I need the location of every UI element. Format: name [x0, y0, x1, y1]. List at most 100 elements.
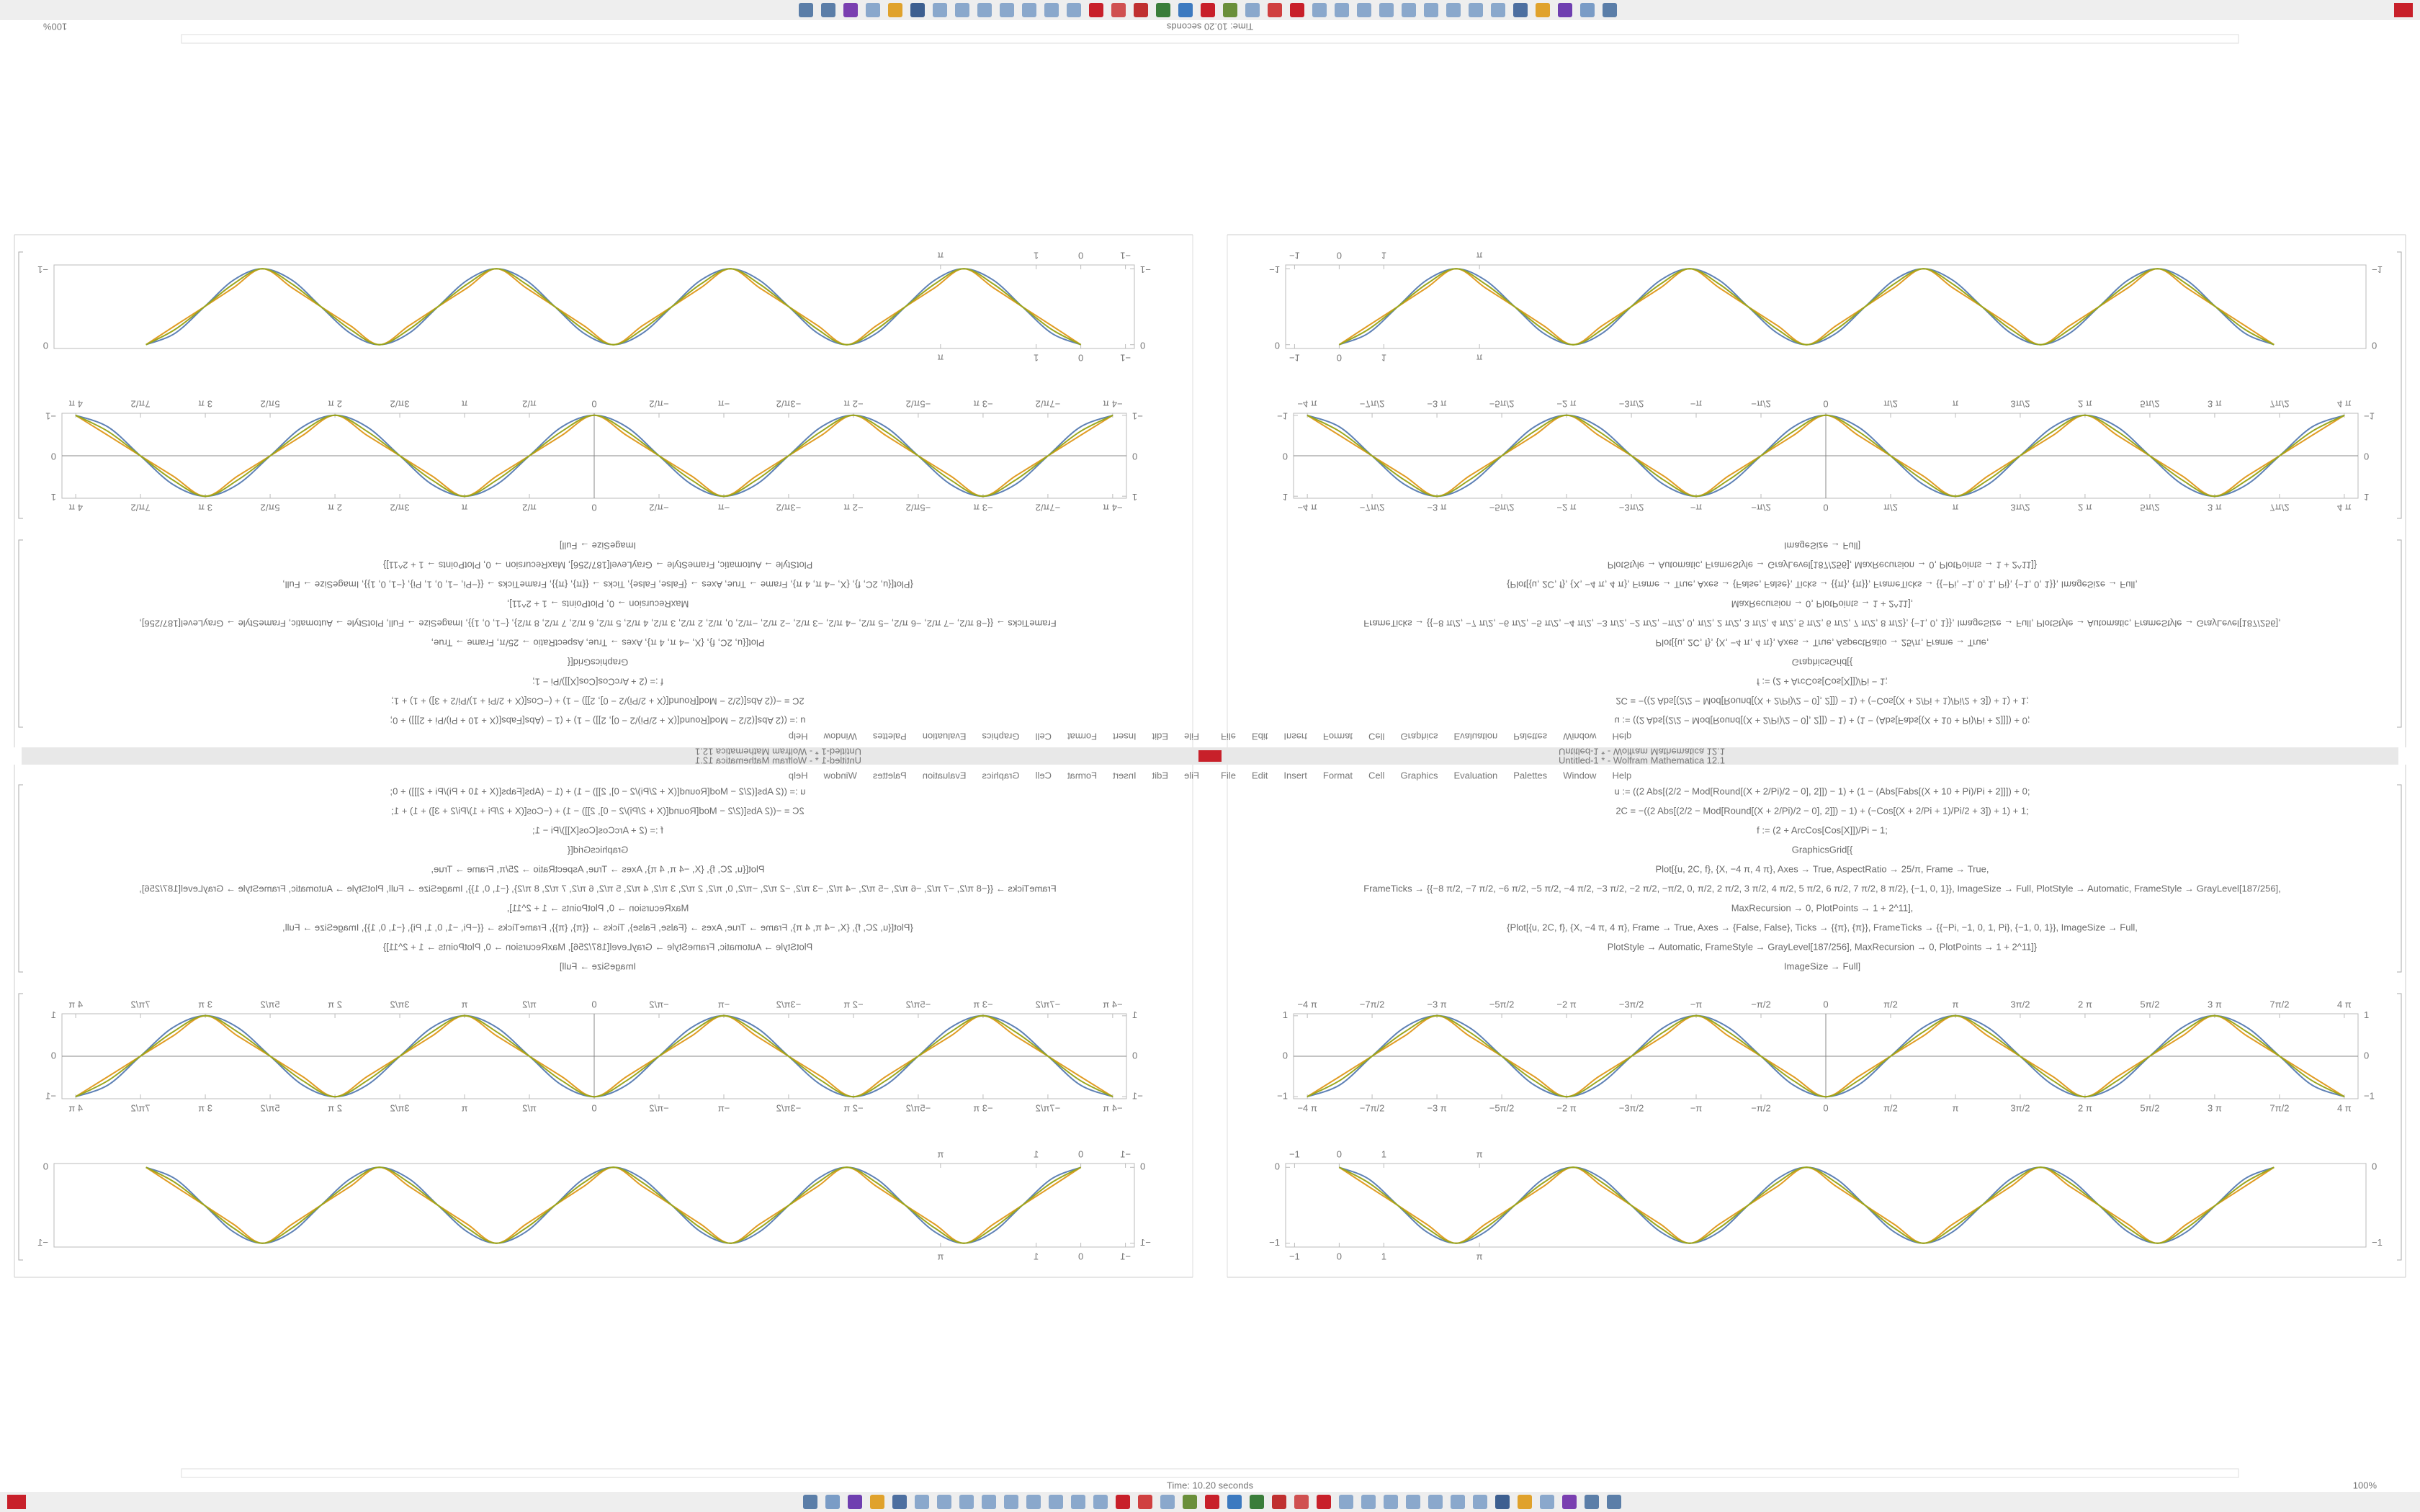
- taskbar-icon[interactable]: [1607, 1495, 1621, 1509]
- taskbar-icon[interactable]: [1357, 3, 1371, 17]
- taskbar-icon[interactable]: [1156, 3, 1170, 17]
- taskbar-icon[interactable]: [1026, 1495, 1041, 1509]
- taskbar-icon[interactable]: [1067, 3, 1081, 17]
- taskbar-icon[interactable]: [1138, 1495, 1152, 1509]
- taskbar-icon[interactable]: [910, 3, 925, 17]
- taskbar-icon[interactable]: [1317, 1495, 1331, 1509]
- menu-item[interactable]: Insert: [1283, 732, 1307, 742]
- menu-item[interactable]: File: [1221, 770, 1236, 780]
- taskbar-icon[interactable]: [803, 1495, 817, 1509]
- taskbar-icon[interactable]: [1205, 1495, 1219, 1509]
- menu-item[interactable]: Evaluation: [1453, 770, 1497, 780]
- start-button[interactable]: [7, 1495, 26, 1509]
- taskbar-icon[interactable]: [1044, 3, 1059, 17]
- taskbar-icon[interactable]: [825, 1495, 840, 1509]
- menu-item[interactable]: Edit: [1152, 770, 1168, 780]
- menu-item[interactable]: Help: [1612, 770, 1631, 780]
- menu-item[interactable]: Cell: [1035, 770, 1052, 780]
- taskbar-icon[interactable]: [1580, 3, 1595, 17]
- menu-item[interactable]: Evaluation: [923, 732, 967, 742]
- menu-item[interactable]: Graphics: [1400, 770, 1438, 780]
- taskbar-icon[interactable]: [870, 1495, 884, 1509]
- taskbar-icon[interactable]: [1469, 3, 1483, 17]
- taskbar-icon[interactable]: [955, 3, 969, 17]
- menu-item[interactable]: Palettes: [872, 732, 906, 742]
- taskbar-icon[interactable]: [866, 3, 880, 17]
- taskbar-icon[interactable]: [821, 3, 835, 17]
- menu-item[interactable]: Format: [1067, 770, 1098, 780]
- taskbar-icon[interactable]: [1491, 3, 1505, 17]
- taskbar-icon[interactable]: [888, 3, 902, 17]
- menu-item[interactable]: Insert: [1283, 770, 1307, 780]
- menu-item[interactable]: Insert: [1113, 770, 1137, 780]
- menu-item[interactable]: Window: [1563, 732, 1597, 742]
- taskbar-icon[interactable]: [1004, 1495, 1018, 1509]
- taskbar-icon[interactable]: [1201, 3, 1215, 17]
- menu-item[interactable]: Evaluation: [923, 770, 967, 780]
- taskbar-icon[interactable]: [1562, 1495, 1577, 1509]
- taskbar-icon[interactable]: [1227, 1495, 1242, 1509]
- menu-item[interactable]: Window: [823, 770, 857, 780]
- taskbar-icon[interactable]: [982, 1495, 996, 1509]
- menu-item[interactable]: Palettes: [872, 770, 906, 780]
- start-button[interactable]: [2394, 3, 2413, 17]
- taskbar-icon[interactable]: [1424, 3, 1438, 17]
- taskbar-icon[interactable]: [1000, 3, 1014, 17]
- taskbar-icon[interactable]: [1178, 3, 1193, 17]
- taskbar-icon[interactable]: [977, 3, 992, 17]
- taskbar-icon[interactable]: [1603, 3, 1617, 17]
- taskbar-icon[interactable]: [1473, 1495, 1487, 1509]
- taskbar-icon[interactable]: [1223, 3, 1237, 17]
- taskbar-icon[interactable]: [892, 1495, 907, 1509]
- taskbar-icon[interactable]: [1585, 1495, 1599, 1509]
- taskbar-icon[interactable]: [848, 1495, 862, 1509]
- taskbar-icon[interactable]: [1049, 1495, 1063, 1509]
- taskbar-icon[interactable]: [1116, 1495, 1130, 1509]
- taskbar-icon[interactable]: [1160, 1495, 1175, 1509]
- menu-item[interactable]: Graphics: [1400, 732, 1438, 742]
- taskbar-icon[interactable]: [1268, 3, 1282, 17]
- taskbar-icon[interactable]: [799, 3, 813, 17]
- taskbar-icon[interactable]: [1428, 1495, 1443, 1509]
- taskbar-icon[interactable]: [1402, 3, 1416, 17]
- taskbar-icon[interactable]: [1558, 3, 1572, 17]
- menu-item[interactable]: Edit: [1152, 732, 1168, 742]
- taskbar-icon[interactable]: [1361, 1495, 1376, 1509]
- taskbar-icon[interactable]: [1022, 3, 1036, 17]
- taskbar-icon[interactable]: [1446, 3, 1461, 17]
- menu-item[interactable]: Format: [1323, 770, 1353, 780]
- taskbar-icon[interactable]: [1384, 1495, 1398, 1509]
- taskbar-icon[interactable]: [1339, 1495, 1353, 1509]
- taskbar-icon[interactable]: [1513, 3, 1528, 17]
- taskbar-icon[interactable]: [843, 3, 858, 17]
- menu-item[interactable]: Window: [823, 732, 857, 742]
- taskbar-icon[interactable]: [1406, 1495, 1420, 1509]
- menu-item[interactable]: Cell: [1368, 732, 1385, 742]
- taskbar-icon[interactable]: [1089, 3, 1103, 17]
- menu-item[interactable]: File: [1184, 770, 1199, 780]
- taskbar-icon[interactable]: [915, 1495, 929, 1509]
- taskbar-icon[interactable]: [959, 1495, 974, 1509]
- taskbar-icon[interactable]: [1245, 3, 1260, 17]
- taskbar-icon[interactable]: [1071, 1495, 1085, 1509]
- taskbar-icon[interactable]: [1183, 1495, 1197, 1509]
- taskbar-icon[interactable]: [1250, 1495, 1264, 1509]
- taskbar-icon[interactable]: [1111, 3, 1126, 17]
- menu-item[interactable]: Help: [1612, 732, 1631, 742]
- taskbar-icon[interactable]: [1451, 1495, 1465, 1509]
- menu-item[interactable]: Help: [789, 770, 808, 780]
- menu-item[interactable]: Palettes: [1513, 770, 1547, 780]
- menu-item[interactable]: File: [1184, 732, 1199, 742]
- taskbar-icon[interactable]: [1518, 1495, 1532, 1509]
- menu-item[interactable]: Insert: [1113, 732, 1137, 742]
- menu-item[interactable]: Graphics: [982, 770, 1020, 780]
- taskbar-icon[interactable]: [1294, 1495, 1309, 1509]
- menu-item[interactable]: Window: [1563, 770, 1597, 780]
- menu-item[interactable]: Edit: [1252, 770, 1268, 780]
- menu-item[interactable]: Graphics: [982, 732, 1020, 742]
- menu-item[interactable]: Format: [1323, 732, 1353, 742]
- taskbar-icon[interactable]: [1272, 1495, 1286, 1509]
- taskbar-icon[interactable]: [933, 3, 947, 17]
- taskbar-icon[interactable]: [1536, 3, 1550, 17]
- menu-item[interactable]: Edit: [1252, 732, 1268, 742]
